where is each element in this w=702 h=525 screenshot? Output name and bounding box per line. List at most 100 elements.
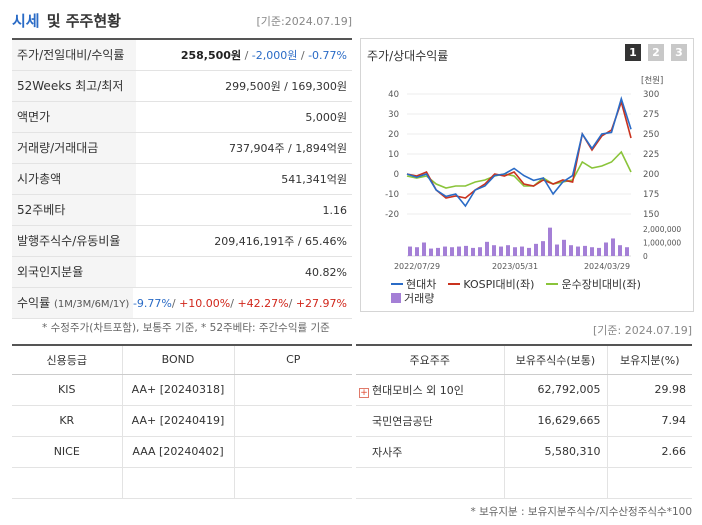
volume-bar [555, 244, 559, 256]
volume-bar [422, 242, 426, 256]
volume-bar [562, 239, 566, 256]
chart-page-1[interactable]: 1 [625, 44, 641, 61]
shareholders-table: 주요주주 보유주식수(보통) 보유지분(%) + 현대모비스 외 10인 62,7… [356, 344, 692, 499]
right-axis-tick-label: 200 [643, 170, 659, 180]
volume-bar [415, 247, 419, 256]
value-returns: -9.77%/ +10.00%/ +42.27%/ +27.97% [132, 297, 347, 310]
volume-bar [590, 247, 594, 256]
legend-item-sector: 운수장비대비(좌) [546, 276, 641, 292]
value-beta: 1.16 [322, 204, 348, 217]
return-3m: +10.00% [179, 297, 231, 310]
legend-line-kospi [448, 283, 461, 285]
volume-bar [457, 246, 461, 256]
series-line-sector [406, 150, 632, 189]
right-axis-tick-label: 175 [643, 190, 659, 200]
volume-bar [611, 238, 615, 256]
credit-col-bond: BOND [121, 345, 234, 375]
volume-bar [527, 247, 531, 256]
x-axis-tick-label: 2023/05/31 [492, 262, 538, 271]
label-beta: 52주베타 [12, 195, 136, 225]
volume-bar [464, 245, 468, 256]
volume-bar [485, 241, 489, 256]
row-mcap: 시가총액 541,341억원 [12, 164, 352, 195]
table-row: NICE AAA [20240402] [12, 436, 352, 468]
chart-svg: 40 30 20 10 0 -10 -20 300 275 250 225 200 175 150 [천원]… [385, 75, 681, 271]
volume-bar [625, 247, 629, 256]
credit-header-row: 신용등급 BOND CP [12, 345, 352, 375]
right-axis-tick-label: 250 [643, 130, 659, 140]
value-shares: 209,416,191주 / 65.46% [214, 235, 347, 248]
volume-bar [513, 247, 517, 256]
label-price: 주가/전일대비/수익률 [12, 40, 136, 70]
series-line-kospi [406, 99, 632, 199]
left-axis-tick-label: -10 [385, 190, 399, 200]
series-line-price [406, 96, 632, 208]
right-axis-tick-label: 150 [643, 210, 659, 220]
value-par: 5,000원 [305, 111, 347, 124]
expand-plus-icon[interactable]: + [359, 387, 369, 398]
chart-panel: 주가/상대수익률 1 2 3 40 30 20 10 0 -10 -20 300 275 250 2… [360, 38, 694, 312]
left-axis-tick-label: -20 [385, 210, 399, 220]
legend-item-kospi: KOSPI대비(좌) [448, 276, 534, 292]
volume-bar [492, 245, 496, 256]
table-row: 자사주 5,580,310 2.66 [356, 436, 692, 468]
chart-pager: 1 2 3 [625, 44, 687, 61]
left-axis-tick-label: 20 [388, 130, 399, 140]
return-6m: +42.27% [237, 297, 289, 310]
volume-axis-tick-label: 1,000,000 [643, 239, 681, 248]
volume-bar [548, 227, 552, 256]
volume-bar [583, 245, 587, 256]
credit-rating-table: 신용등급 BOND CP KIS AA+ [20240318] KR AA+ [20… [12, 344, 352, 499]
volume-bar [408, 246, 412, 256]
chart-page-2[interactable]: 2 [648, 44, 664, 61]
right-axis-unit-label: [천원] [641, 75, 663, 86]
return-1m: -9.77% [132, 297, 172, 310]
right-axis-tick-label: 225 [643, 150, 659, 160]
reference-date: [기준:2024.07.19] [256, 15, 352, 28]
price-change: -2,000원 [251, 49, 298, 62]
volume-bar [471, 247, 475, 256]
row-beta: 52주베타 1.16 [12, 195, 352, 226]
volume-bar [443, 246, 447, 256]
volume-bar [618, 245, 622, 256]
value-52w: 299,500원 / 169,300원 [225, 80, 347, 93]
section-header: 시세 및 주주현황 [기준:2024.07.19] [12, 10, 352, 32]
section-title-main: 시세 [12, 12, 40, 30]
footnote-holdings: * 보유지분 : 보유지분주식수/지수산정주식수*100 [470, 506, 692, 518]
credit-col-cp: CP [233, 345, 352, 375]
table-row: KR AA+ [20240419] [12, 405, 352, 437]
volume-bar [520, 246, 524, 256]
table-row: KIS AA+ [20240318] [12, 374, 352, 406]
left-axis-tick-label: 10 [388, 150, 399, 160]
holder-name: 자사주 [356, 436, 504, 468]
volume-bar [597, 247, 601, 256]
label-returns: 수익률 (1M/3M/6M/1Y) [12, 288, 133, 318]
row-52w: 52Weeks 최고/최저 299,500원 / 169,300원 [12, 71, 352, 102]
legend-line-sector [546, 283, 559, 285]
volume-bar [541, 241, 545, 256]
holders-col-shares: 보유주식수(보통) [503, 345, 607, 375]
volume-bar [429, 248, 433, 256]
right-axis-tick-label: 275 [643, 110, 659, 120]
footnote-basis: * 수정주가(차트포함), 보통주 기준, * 52주베타: 주간수익률 기준 [42, 322, 330, 334]
volume-axis-tick-label: 2,000,000 [643, 225, 681, 234]
row-price: 주가/전일대비/수익률 258,500원 / -2,000원 / -0.77% [12, 40, 352, 71]
volume-bar [569, 245, 573, 256]
right-axis-tick-label: 300 [643, 90, 659, 100]
value-price: 258,500원 / -2,000원 / -0.77% [180, 49, 347, 62]
holders-header-row: 주요주주 보유주식수(보통) 보유지분(%) [356, 345, 692, 375]
volume-bar [478, 247, 482, 256]
value-mcap: 541,341억원 [281, 173, 347, 186]
label-foreign: 외국인지분율 [12, 257, 136, 287]
quote-table: 주가/전일대비/수익률 258,500원 / -2,000원 / -0.77% … [12, 38, 352, 319]
legend-line-price [391, 283, 403, 285]
holder-name[interactable]: 현대모비스 외 10인 [372, 383, 464, 397]
table-row: + 현대모비스 외 10인 62,792,005 29.98 [356, 374, 692, 406]
table-row [356, 467, 692, 499]
value-foreign: 40.82% [305, 266, 347, 279]
volume-bar [436, 247, 440, 256]
chart-title: 주가/상대수익률 [367, 49, 449, 63]
volume-bar [450, 247, 454, 256]
chart-page-3[interactable]: 3 [671, 44, 687, 61]
label-52w: 52Weeks 최고/최저 [12, 71, 136, 101]
